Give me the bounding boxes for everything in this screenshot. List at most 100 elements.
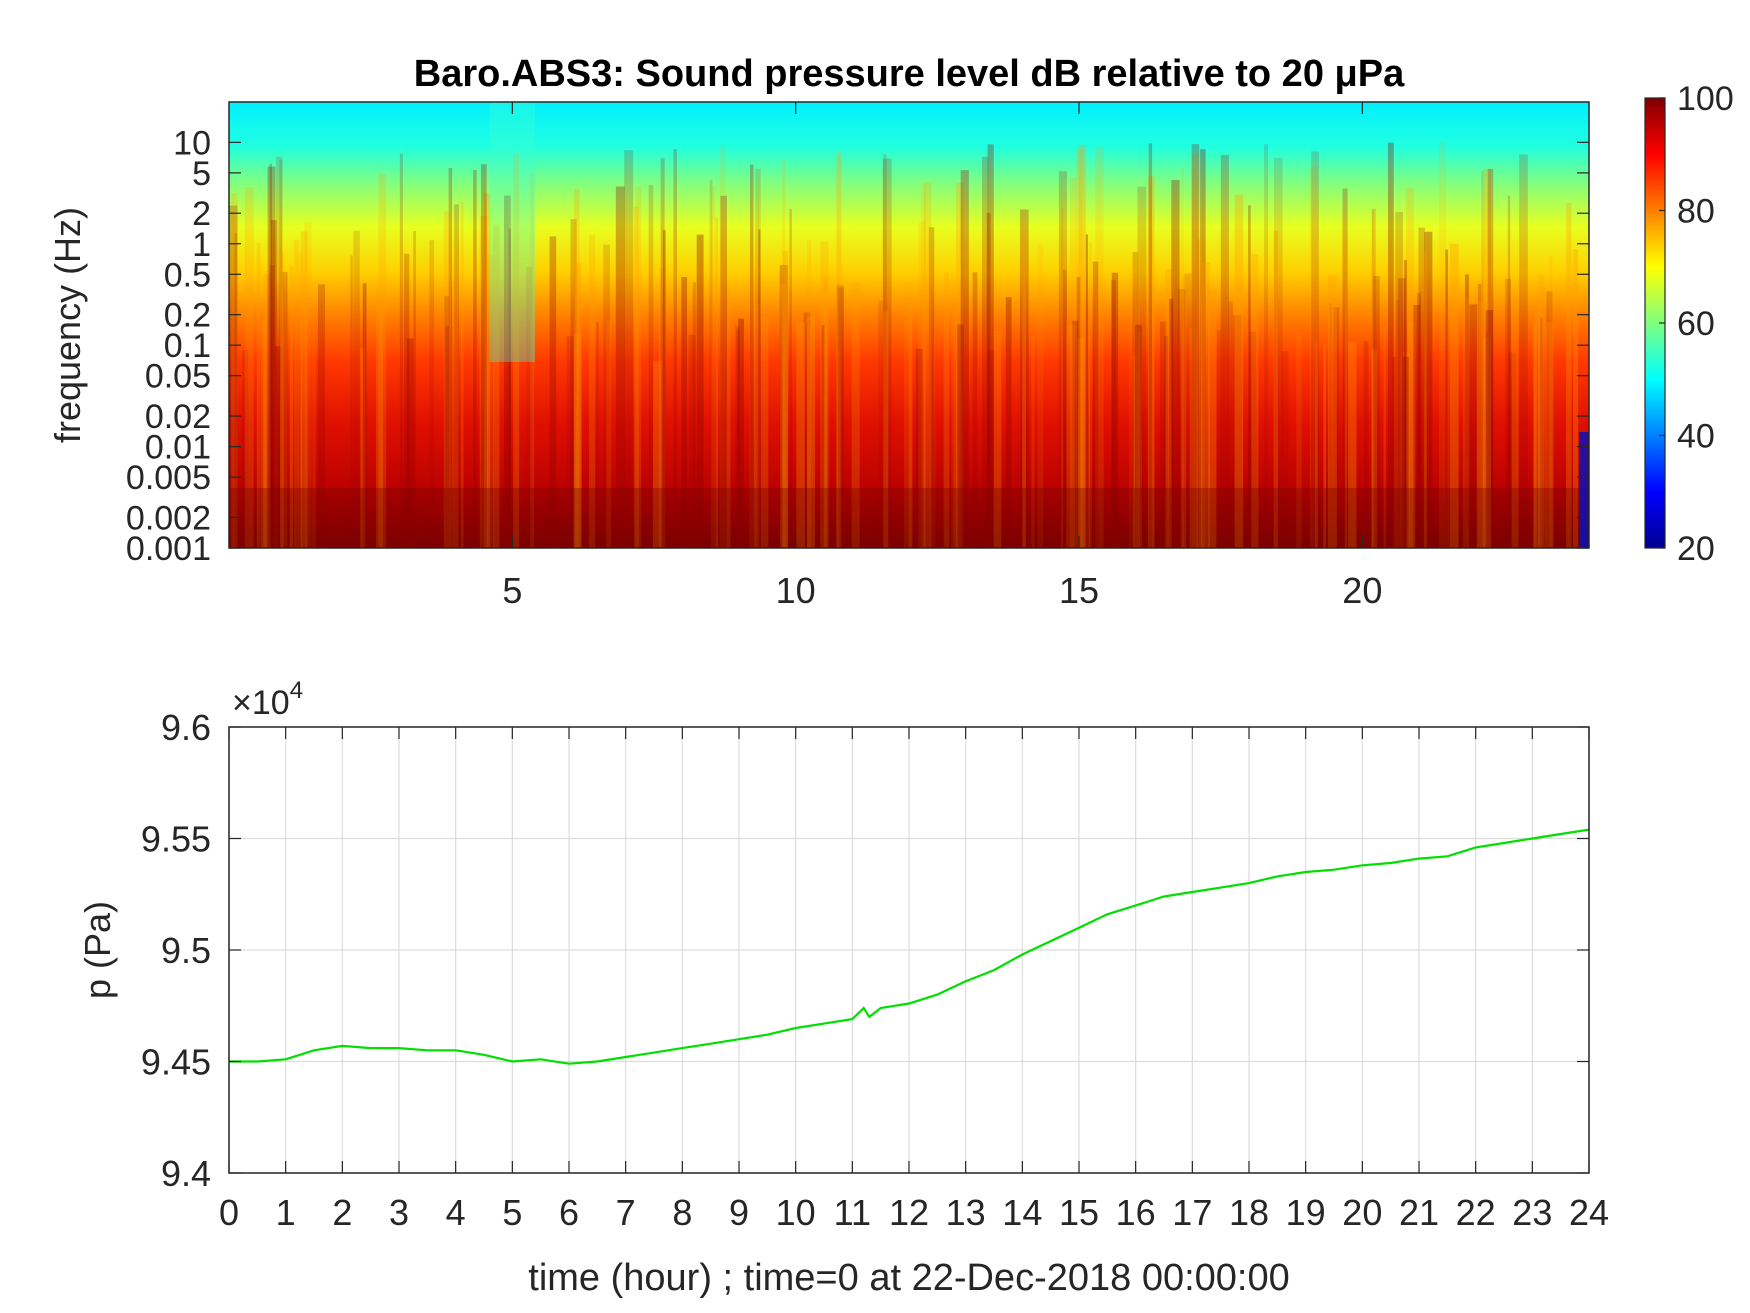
pressure-x-tick-label: 15 <box>1059 1192 1099 1233</box>
spectrogram-streak <box>1076 148 1083 548</box>
spectrogram-x-ticks: 5 10 15 20 <box>502 102 1382 611</box>
spectrogram-streak <box>231 192 238 548</box>
spectrogram-streak <box>1566 202 1572 548</box>
spectrogram-streak <box>1546 291 1553 548</box>
spectrogram-y-tick-label: 5 <box>192 155 211 193</box>
spectrogram-y-tick-label: 0.005 <box>126 459 211 497</box>
spectrogram-streak <box>1476 301 1484 548</box>
spectrogram-streak <box>360 348 366 548</box>
spectrogram-streak <box>918 221 926 548</box>
spectrogram-streak <box>981 156 989 548</box>
spectrogram-streak <box>726 288 731 548</box>
spectrogram-streak <box>957 324 964 548</box>
spectrogram-streak <box>780 283 788 548</box>
spectrogram-streak <box>1469 304 1478 548</box>
spectrogram-streak <box>1137 186 1147 548</box>
spectrogram-streak <box>1505 278 1512 548</box>
pressure-x-axis-label: time (hour) ; time=0 at 22-Dec-2018 00:0… <box>528 1257 1289 1299</box>
spectrogram-panel: 0.0010.0020.0050.010.020.050.10.20.51251… <box>47 101 1590 611</box>
spectrogram-streak <box>378 173 387 548</box>
spectrogram-streak <box>1076 276 1081 548</box>
spectrogram-streak <box>883 154 887 548</box>
spectrogram-streak <box>1220 154 1229 548</box>
spectrogram-y-tick-label: 0.1 <box>164 327 211 365</box>
spectrogram-streak <box>1508 352 1517 548</box>
spectrogram-streak <box>836 152 842 548</box>
spectrogram-streak <box>549 236 557 548</box>
spectrogram-streak <box>487 254 495 548</box>
pressure-y-tick-label: 9.5 <box>161 930 211 971</box>
spectrogram-streak <box>1485 331 1488 548</box>
spectrogram-streak <box>688 335 696 548</box>
spectrogram-streak <box>915 348 923 548</box>
spectrogram-x-tick-label: 20 <box>1342 570 1382 611</box>
spectrogram-streak <box>448 168 453 548</box>
pressure-panel: 9.49.459.59.559.6 0 1 2 3 4 5 6 7 8 9 10 11 12 13 14 15… <box>77 677 1609 1299</box>
spectrogram-streak <box>1482 337 1491 548</box>
spectrogram-streak <box>1309 166 1318 548</box>
spectrogram-streak <box>317 284 326 548</box>
spectrogram-streak <box>908 296 913 548</box>
spectrogram-streak <box>993 330 1002 548</box>
spectrogram-streak <box>570 219 577 548</box>
spectrogram-streak <box>244 187 254 548</box>
spectrogram-streak <box>754 307 760 548</box>
spectrogram-streak <box>782 250 789 548</box>
spectrogram-streak <box>1417 293 1422 548</box>
spectrogram-streak <box>1061 207 1064 548</box>
pressure-x-tick-label: 0 <box>219 1192 239 1233</box>
pressure-x-tick-label: 22 <box>1456 1192 1496 1233</box>
spectrogram-streak <box>1058 171 1067 548</box>
spectrogram-title: Baro.ABS3: Sound pressure level dB relat… <box>414 53 1405 95</box>
spectrogram-streak <box>575 263 582 548</box>
spectrogram-streak <box>1344 239 1348 548</box>
spectrogram-streak <box>1342 188 1348 548</box>
spectrogram-streak <box>1348 342 1357 548</box>
spectrogram-streak <box>508 228 511 548</box>
spectrogram-streak <box>1537 274 1545 548</box>
spectrogram-streak <box>299 325 302 548</box>
spectrogram-streak <box>269 163 273 548</box>
colorbar-ticks: 20 40 60 80 100 <box>1659 80 1734 568</box>
spectrogram-streak <box>1373 276 1380 548</box>
spectrogram-streak <box>282 271 288 548</box>
spectrogram-streak <box>806 315 815 548</box>
spectrogram-streak <box>1450 243 1459 548</box>
spectrogram-streak <box>1533 323 1537 548</box>
spectrogram-streak <box>1184 273 1192 548</box>
spectrogram-streak <box>659 268 666 548</box>
spectrogram-streak <box>1462 298 1470 548</box>
spectrogram-streak <box>1129 266 1132 548</box>
spectrogram-streak <box>1095 146 1104 548</box>
pressure-x-tick-label: 17 <box>1172 1192 1212 1233</box>
spectrogram-streak <box>920 184 926 548</box>
spectrogram-streak <box>279 159 283 548</box>
spectrogram-streak <box>573 188 580 548</box>
spectrogram-streak <box>1483 169 1492 548</box>
spectrogram-streak <box>1133 302 1140 548</box>
spectrogram-streak <box>1418 227 1425 548</box>
spectrogram-y-tick-label: 0.02 <box>145 398 211 436</box>
pressure-x-tick-label: 12 <box>889 1192 929 1233</box>
spectrogram-streak <box>1423 250 1427 548</box>
spectrogram-y-tick-label: 2 <box>192 195 211 233</box>
spectrogram-streak <box>1507 195 1511 548</box>
spectrogram-streak <box>1392 356 1396 548</box>
spectrogram-streak <box>1398 278 1406 548</box>
spectrogram-streak <box>635 186 642 548</box>
spectrogram-streak <box>454 204 459 548</box>
spectrogram-streak <box>274 346 281 548</box>
spectrogram-streak <box>1111 280 1116 548</box>
spectrogram-streak <box>1465 274 1469 548</box>
spectrogram-streak <box>1329 303 1332 548</box>
spectrogram-streak <box>1311 151 1319 548</box>
spectrogram-streak <box>1234 194 1244 548</box>
pressure-y-tick-label: 9.6 <box>161 707 211 748</box>
spectrogram-streak <box>1273 230 1278 548</box>
spectrogram-streak <box>1031 336 1035 548</box>
spectrogram-streak <box>573 333 582 548</box>
spectrogram-streak <box>375 292 383 548</box>
spectrogram-streak <box>229 205 238 548</box>
pressure-series-line <box>229 828 1589 1065</box>
spectrogram-y-tick-label: 0.5 <box>164 256 211 294</box>
